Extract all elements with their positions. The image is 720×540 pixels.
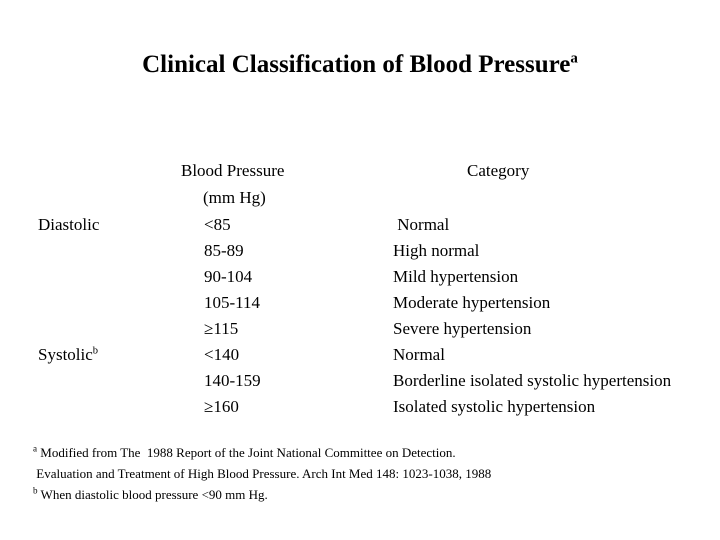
row-category: Isolated systolic hypertension	[393, 397, 596, 416]
row-label-text: Diastolic	[38, 215, 100, 234]
footnote-a-continued-text: Evaluation and Treatment of High Blood P…	[33, 466, 492, 481]
row-label: Diastolic	[38, 216, 99, 233]
footnote-a: a Modified from The 1988 Report of the J…	[33, 443, 456, 461]
row-value: <140	[204, 345, 240, 364]
table-row: ≥160 Isolated systolic hypertension	[0, 398, 720, 424]
footnote-b: b When diastolic blood pressure <90 mm H…	[33, 485, 268, 503]
row-label-superscript: b	[92, 345, 99, 357]
table-row: 85-89 High normal	[0, 242, 720, 268]
footnote-b-superscript: b	[33, 485, 38, 496]
row-category: Severe hypertension	[393, 319, 532, 338]
row-category: Mild hypertension	[393, 267, 519, 286]
row-category: Borderline isolated systolic hypertensio…	[393, 371, 672, 390]
table-row: Systolicb <140 Normal	[0, 346, 720, 372]
slide-title-text: Clinical Classification of Blood Pressur…	[142, 51, 571, 78]
row-category: Normal	[393, 345, 445, 364]
row-label-text: Systolic	[38, 345, 93, 364]
row-value: 105-114	[204, 293, 261, 312]
row-value: ≥115	[204, 319, 239, 338]
footnote-a-superscript: a	[33, 443, 38, 454]
table-row: 140-159 Borderline isolated systolic hyp…	[0, 372, 720, 398]
row-value: 90-104	[204, 267, 253, 286]
column-subheader-unit: (mm Hg)	[203, 188, 266, 207]
table-row: Diastolic <85 Normal	[0, 216, 720, 242]
footnote-b-text: When diastolic blood pressure <90 mm Hg.	[37, 487, 268, 502]
slide-title-superscript: a	[570, 50, 578, 67]
row-value: ≥160	[204, 397, 239, 416]
row-value: 140-159	[204, 371, 261, 390]
row-value: <85	[204, 215, 231, 234]
row-category: Normal	[393, 215, 450, 234]
footnote-a-text: Modified from The 1988 Report of the Joi…	[37, 445, 456, 460]
table-row: 90-104 Mild hypertension	[0, 268, 720, 294]
row-category: Moderate hypertension	[393, 293, 551, 312]
slide-title: Clinical Classification of Blood Pressur…	[0, 51, 720, 80]
table-row: ≥115 Severe hypertension	[0, 320, 720, 346]
row-label: Systolicb	[38, 346, 98, 363]
footnote-a-continued: Evaluation and Treatment of High Blood P…	[33, 466, 492, 482]
column-header-blood-pressure: Blood Pressure	[181, 161, 285, 180]
column-header-category: Category	[467, 161, 530, 180]
row-value: 85-89	[204, 241, 244, 260]
table-row: 105-114 Moderate hypertension	[0, 294, 720, 320]
row-category: High normal	[393, 241, 480, 260]
